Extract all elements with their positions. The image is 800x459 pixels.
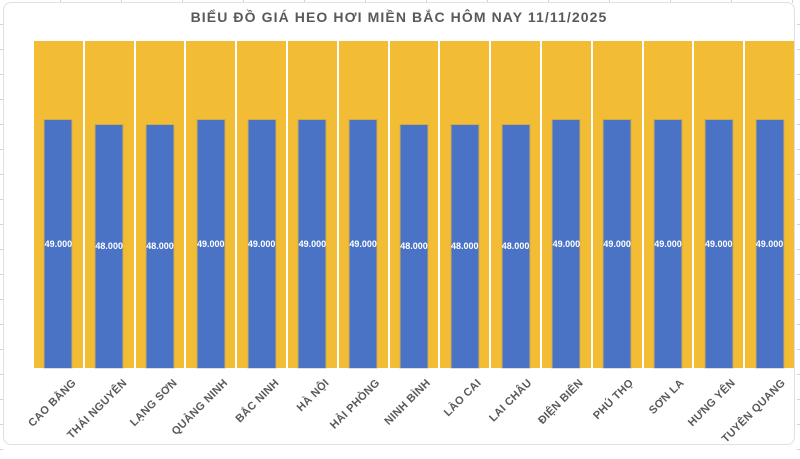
category-column: 48.000 xyxy=(491,41,540,368)
data-label: 48.000 xyxy=(451,241,479,252)
x-axis-label: LÀO CAI xyxy=(442,377,485,419)
x-axis-label: PHÚ THỌ xyxy=(591,377,637,422)
price-bar: 49.000 xyxy=(654,119,682,368)
price-bar: 49.000 xyxy=(44,119,73,368)
category-column: 49.000 xyxy=(694,41,744,368)
price-bar: 49.000 xyxy=(704,119,733,368)
category-column: 49.000 xyxy=(338,41,388,368)
data-label: 49.000 xyxy=(654,238,682,249)
spreadsheet-column-gridline-ticks xyxy=(0,0,800,3)
category-column: 49.000 xyxy=(186,41,236,368)
x-axis-label: QUẢNG NINH xyxy=(170,377,231,438)
spreadsheet-row-gridline-ticks-right xyxy=(797,0,800,459)
data-label: 48.000 xyxy=(400,241,428,252)
x-axis-label: SƠN LA xyxy=(647,377,687,417)
category-column: 49.000 xyxy=(745,41,794,368)
price-bar: 49.000 xyxy=(349,119,377,368)
price-bar: 48.000 xyxy=(400,124,428,368)
chart-frame: BIỂU ĐỒ GIÁ HEO HƠI MIỀN BẮC HÔM NAY 11/… xyxy=(3,2,795,445)
category-column: 49.000 xyxy=(287,41,337,368)
category-column: 48.000 xyxy=(84,41,134,368)
x-axis-label: ĐIỆN BIÊN xyxy=(535,377,586,427)
data-label: 49.000 xyxy=(44,238,73,249)
price-bar: 48.000 xyxy=(95,124,123,368)
x-axis-label: CAO BẰNG xyxy=(26,377,79,430)
plot-area: 49.000 48.000 48.000 49.000 49.000 49.000 49.0… xyxy=(34,41,794,368)
category-column: 49.000 xyxy=(34,41,83,368)
data-label: 48.000 xyxy=(95,241,123,252)
x-axis-label: LAI CHÂU xyxy=(487,377,535,425)
x-axis-label: NINH BÌNH xyxy=(382,377,434,428)
category-column: 49.000 xyxy=(592,41,642,368)
price-bar: 49.000 xyxy=(603,119,631,368)
data-label: 49.000 xyxy=(603,238,631,249)
data-label: 48.000 xyxy=(146,241,174,252)
category-column: 48.000 xyxy=(389,41,439,368)
price-bar: 49.000 xyxy=(552,119,581,368)
x-axis-label: BẮC NINH xyxy=(233,377,282,426)
data-label: 49.000 xyxy=(197,238,225,249)
price-bar: 49.000 xyxy=(247,119,276,368)
data-label: 49.000 xyxy=(298,238,327,249)
category-column: 49.000 xyxy=(643,41,693,368)
category-column: 49.000 xyxy=(237,41,286,368)
price-bar: 48.000 xyxy=(146,124,174,368)
category-column: 49.000 xyxy=(541,41,591,368)
data-label: 49.000 xyxy=(704,238,733,249)
data-label: 49.000 xyxy=(349,238,377,249)
price-bar: 48.000 xyxy=(451,124,479,368)
x-axis-label: HÀ NỘI xyxy=(295,377,333,414)
price-bar: 49.000 xyxy=(755,119,784,368)
chart-title: BIỂU ĐỒ GIÁ HEO HƠI MIỀN BẮC HÔM NAY 11/… xyxy=(190,9,608,25)
data-label: 49.000 xyxy=(755,238,784,249)
data-label: 49.000 xyxy=(247,238,276,249)
x-axis-label: LẠNG SƠN xyxy=(128,377,181,429)
price-bar: 48.000 xyxy=(501,124,530,368)
x-axis-label: HƯNG YÊN xyxy=(685,377,738,429)
data-label: 48.000 xyxy=(501,241,530,252)
category-column: 48.000 xyxy=(440,41,490,368)
x-axis-labels: CAO BẰNG THÁI NGUYÊN LẠNG SƠN QUẢNG NINH BẮC… xyxy=(26,368,794,446)
price-bar: 49.000 xyxy=(298,119,327,368)
spreadsheet-row-gridline-ticks-left xyxy=(0,0,3,459)
data-label: 49.000 xyxy=(552,238,581,249)
category-column: 48.000 xyxy=(135,41,185,368)
x-axis-label: HẢI PHÒNG xyxy=(328,377,383,432)
price-bar: 49.000 xyxy=(197,119,225,368)
